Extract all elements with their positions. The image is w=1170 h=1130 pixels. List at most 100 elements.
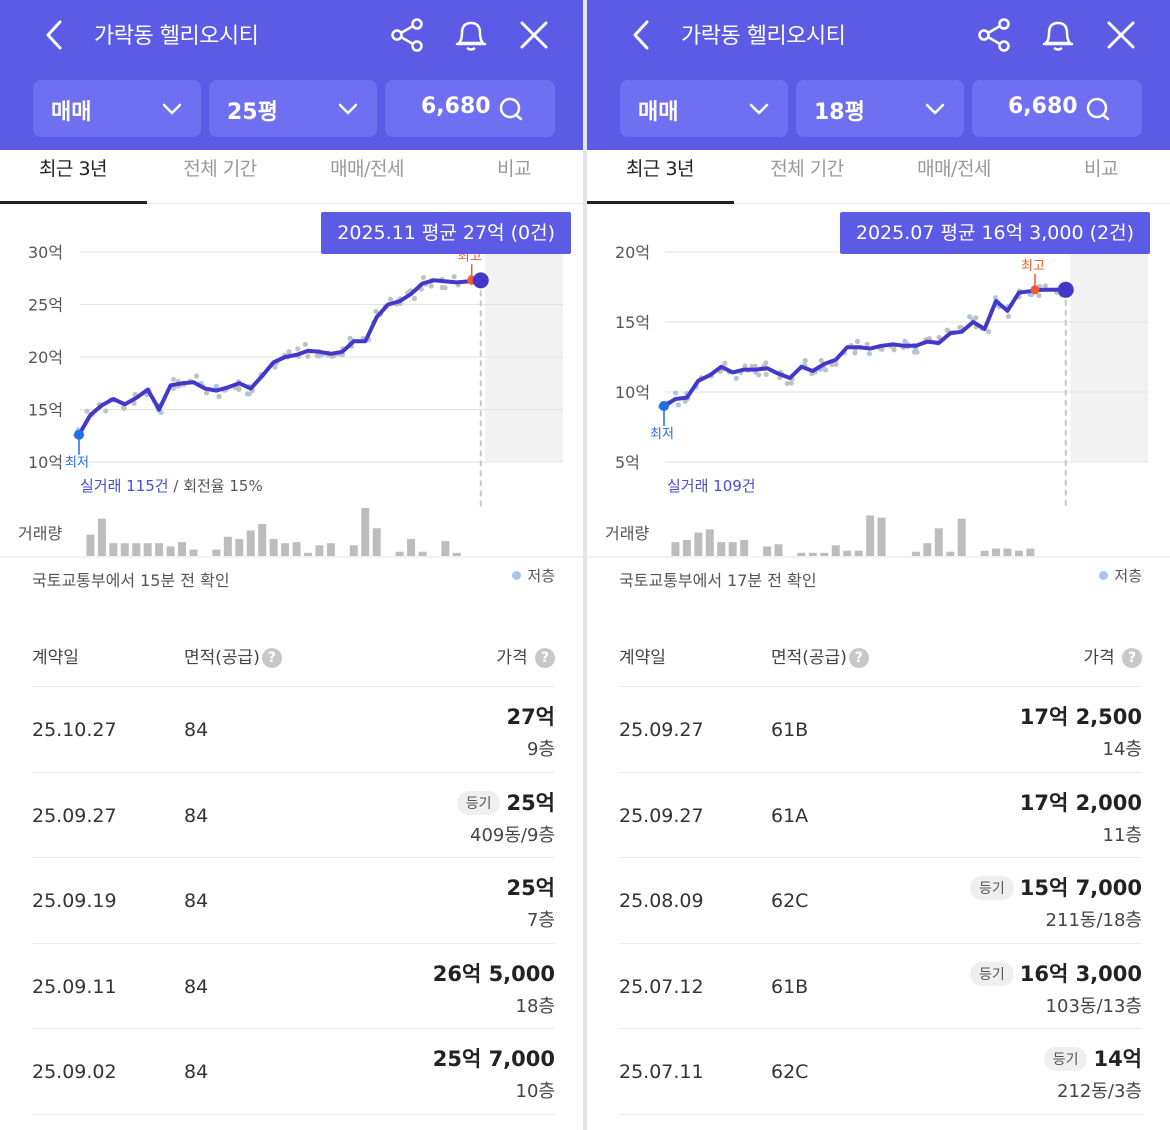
volume-bar [441,541,450,556]
price: 등기 25억 [456,787,555,817]
area: 61B [771,975,809,998]
table-row[interactable]: 25.09.27 61A 17억 2,000 11층 [619,773,1142,858]
volume-bar [934,528,943,556]
tab-compare[interactable]: 비교 [1084,158,1118,180]
trade-dot [763,371,769,378]
trade-table-header: 계약일 면적(공급)? 가격 ? [619,619,1142,687]
current-price-dot[interactable] [472,272,489,289]
price-chart[interactable]: 20억15억10억5억최저최고2023.012024.012025.01 202… [587,204,1170,559]
data-source: 국토교통부에서 17분 전 확인 [619,571,817,590]
trade-dot [373,308,379,315]
close-icon[interactable] [1100,14,1142,56]
active-tab-indicator [0,201,147,204]
price-value: 14억 [1093,1047,1142,1071]
trade-dot [1036,292,1042,299]
volume-label: 거래량 [18,524,63,543]
table-row[interactable]: 25.09.27 84 등기 25억 409동/9층 [32,773,555,858]
volume-bar [946,551,955,556]
floor-info: 14층 [1102,739,1142,760]
price: 27억 [506,701,555,731]
volume-bar [763,546,772,556]
price-chart[interactable]: 30억25억20억15억10억최저최고2023.012024.012025.01… [0,204,583,559]
trade-count[interactable]: 실거래 109건 [667,477,756,495]
table-row[interactable]: 25.07.11 62C 등기 14억 212동/3층 [619,1029,1142,1115]
trade-dot [936,334,942,341]
trade-dot [722,360,728,366]
trade-dot [944,327,950,333]
price: 17억 2,000 [1020,787,1142,817]
share-icon[interactable] [386,14,428,56]
table-row[interactable]: 25.10.27 84 27억 9층 [32,687,555,773]
help-icon[interactable]: ? [261,648,282,668]
table-row[interactable]: 25.09.27 61B 17억 2,500 14층 [619,687,1142,773]
volume-bar [1003,548,1012,556]
volume-bar [671,542,680,556]
registered-badge: 등기 [456,790,501,815]
trade-dot [866,350,872,357]
max-marker-label: 최고 [1021,259,1045,274]
trade-type-select[interactable]: 매매 [33,80,201,137]
floor-info: 103동/13층 [1045,995,1142,1017]
volume-bar [109,543,118,556]
volume-bar [694,532,703,556]
trade-table: 25.10.27 84 27억 9층 25.09.27 84 등기 25억 409… [0,687,583,1115]
contract-date: 25.09.27 [619,719,704,741]
current-price-dot[interactable] [1057,281,1074,298]
help-icon[interactable]: ? [1122,648,1142,668]
volume-bar [178,542,187,556]
area: 62C [771,1061,809,1083]
price-chart-svg: 20억15억10억5억최저최고2023.012024.012025.01 [587,240,1170,558]
contract-date: 25.09.27 [619,804,704,827]
help-icon[interactable]: ? [848,648,869,668]
table-row[interactable]: 25.08.09 62C 등기 15억 7,000 211동/18층 [619,858,1142,944]
volume-bar [1026,548,1035,556]
share-icon[interactable] [973,14,1015,56]
tab-sale-lease[interactable]: 매매/전세 [917,158,991,180]
volume-bar [132,543,141,556]
trade-type-select[interactable]: 매매 [620,80,788,137]
price-search-button[interactable]: 6,680 [972,80,1142,137]
floor-info: 18층 [515,995,555,1017]
y-tick-label: 10억 [615,383,650,402]
volume-bar [992,548,1001,556]
trade-dot [752,363,758,369]
back-chevron-icon[interactable] [621,14,663,56]
tab-compare[interactable]: 비교 [497,158,531,180]
table-row[interactable]: 25.09.19 84 25억 7층 [32,858,555,944]
page-title: 가락동 헬리오시티 [94,24,259,49]
tab-recent-3y[interactable]: 최근 3년 [625,158,695,180]
table-row[interactable]: 25.09.02 84 25억 7,000 10층 [32,1029,555,1115]
trade-dot [1042,283,1048,289]
tab-all-period[interactable]: 전체 기간 [183,158,257,180]
chevron-down-icon [162,103,182,115]
low-floor-dot [1099,571,1109,580]
help-icon[interactable]: ? [535,648,555,668]
bell-icon[interactable] [1037,14,1079,56]
volume-bar [923,543,932,556]
trade-dot [802,358,808,364]
min-marker [74,429,84,440]
bell-icon[interactable] [450,14,492,56]
price-search-button[interactable]: 6,680 [385,80,555,137]
trade-dot [246,391,252,397]
size-select[interactable]: 18평 [796,80,964,137]
tab-sale-lease[interactable]: 매매/전세 [330,158,404,180]
back-chevron-icon[interactable] [34,14,76,56]
tab-recent-3y[interactable]: 최근 3년 [38,158,108,180]
size-select[interactable]: 25평 [209,80,377,137]
area: 84 [184,804,209,827]
volume-bar [808,552,817,556]
min-marker-label: 최저 [65,456,89,471]
trade-count[interactable]: 실거래 115건 [80,477,169,495]
average-price-line [77,278,482,437]
area: 84 [184,1061,209,1083]
table-row[interactable]: 25.09.11 84 26억 5,000 18층 [32,944,555,1029]
volume-bar [831,545,840,556]
volume-bar [235,538,244,556]
average-price-badge: 2025.07 평균 16억 3,000 (2건) [839,212,1150,254]
table-row[interactable]: 25.07.12 61B 등기 16억 3,000 103동/13층 [619,944,1142,1029]
turnover-rate: / 회전율 15% [168,477,263,495]
close-icon[interactable] [513,14,555,56]
max-marker [1030,285,1040,295]
tab-all-period[interactable]: 전체 기간 [770,158,844,180]
